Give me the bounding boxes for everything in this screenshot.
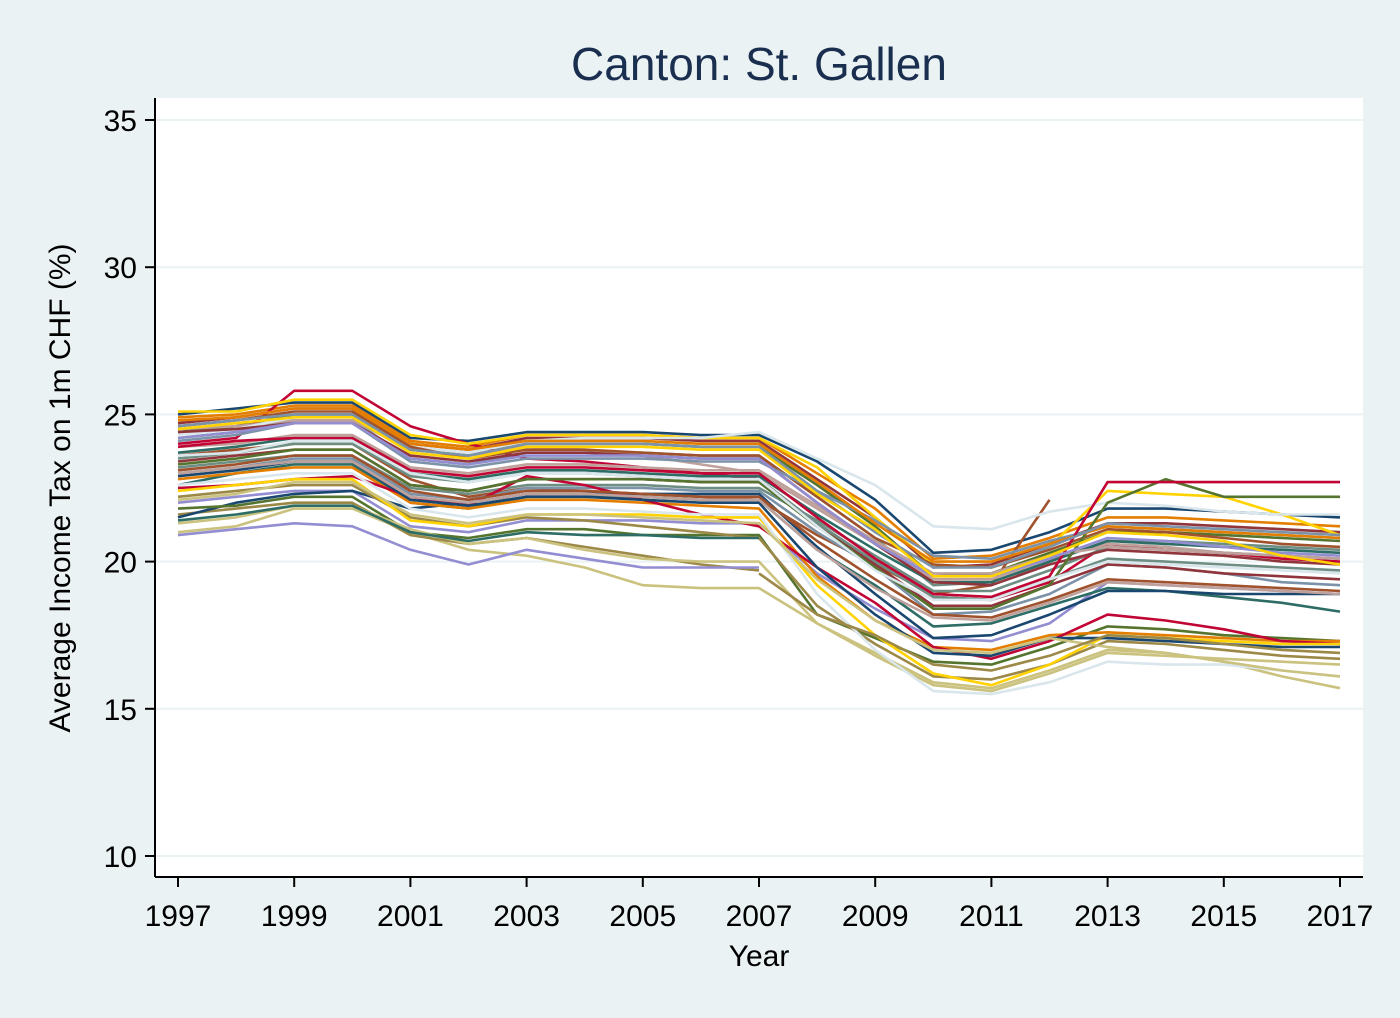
- series-line-36: [177, 421, 1341, 578]
- x-tick-labels: 1997 1999 2001 2003 2005 2007 2009 2011 2013 2015…: [145, 900, 1374, 933]
- series-line-35: [177, 436, 1340, 599]
- series-line-18: [177, 466, 1340, 652]
- series-line-32: [177, 448, 1340, 610]
- chart-title: Canton: St. Gallen: [571, 38, 947, 90]
- series-line-0: [177, 401, 1341, 555]
- series-lines: [177, 389, 1341, 696]
- x-tick-label: 2017: [1307, 900, 1374, 933]
- y-tick-label: 35: [104, 105, 137, 138]
- series-line-33: [177, 407, 1341, 563]
- series-line-38: [177, 454, 1341, 619]
- y-tick-label: 25: [104, 399, 137, 432]
- x-tick-label: 1999: [261, 900, 328, 933]
- series-line-37: [177, 480, 1341, 678]
- series-line-23: [177, 410, 1341, 569]
- series-line-39: [177, 413, 1341, 569]
- x-tick-label: 1997: [145, 900, 212, 933]
- x-tick-label: 2015: [1190, 900, 1257, 933]
- x-tick-label: 2007: [726, 900, 793, 933]
- x-tick-label: 2013: [1074, 900, 1141, 933]
- y-tick-label: 30: [104, 252, 137, 285]
- y-tick-label: 20: [104, 547, 137, 580]
- series-line-21: [177, 522, 759, 569]
- series-line-44: [177, 439, 1341, 602]
- series-line-20: [177, 474, 1341, 661]
- y-axis-label: Average Income Tax on 1m CHF (%): [44, 243, 77, 732]
- y-tick-label: 15: [104, 694, 137, 727]
- series-line-27: [177, 433, 1341, 575]
- series-line-42: [177, 460, 1341, 622]
- y-tick-labels: 10 15 20 25 30 35: [104, 105, 137, 874]
- x-tick-label: 2005: [609, 900, 676, 933]
- x-tick-label: 2009: [842, 900, 909, 933]
- x-axis-label: Year: [729, 940, 790, 973]
- series-line-40: [177, 504, 759, 543]
- x-tick-label: 2003: [493, 900, 560, 933]
- x-tick-label: 2011: [959, 900, 1024, 933]
- series-line-43: [177, 416, 1341, 578]
- series-line-13: [178, 398, 1341, 569]
- series-line-29: [177, 472, 1341, 696]
- x-tick-label: 2001: [377, 900, 444, 933]
- series-line-17: [177, 495, 1341, 666]
- axes: [145, 98, 1363, 887]
- series-line-41: [758, 572, 1341, 672]
- y-tick-label: 10: [104, 841, 137, 874]
